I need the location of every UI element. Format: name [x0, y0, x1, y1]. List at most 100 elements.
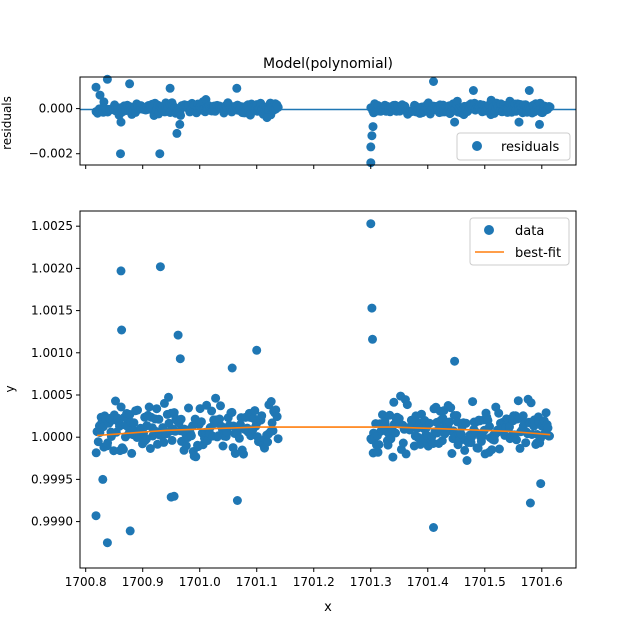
x-tick-label: 1701.0 — [179, 575, 221, 589]
data-point — [250, 406, 260, 416]
residual-point — [262, 113, 272, 123]
x-tick-label: 1701.1 — [236, 575, 278, 589]
data-point — [494, 444, 504, 454]
y-tick-label: 1.0005 — [31, 388, 73, 402]
data-point — [398, 438, 408, 448]
legend-label-residuals: residuals — [501, 140, 560, 155]
residual-point — [545, 102, 555, 112]
residuals-axes-frame — [79, 76, 577, 166]
data-point — [227, 407, 237, 417]
data-point — [429, 523, 438, 532]
y-tick-label: 0.000 — [39, 102, 73, 116]
data-point — [184, 403, 193, 413]
data-point — [367, 303, 377, 313]
data-point — [494, 408, 504, 418]
data-point — [485, 422, 494, 431]
data-point — [91, 448, 101, 458]
legend-marker-residuals — [472, 141, 482, 151]
legend-marker-data — [484, 225, 494, 235]
x-axis-label: x — [324, 600, 332, 615]
data-point — [93, 437, 103, 447]
x-tick-label: 1700.8 — [65, 575, 107, 589]
data-point — [543, 423, 553, 433]
residual-point — [514, 117, 524, 127]
legend-label-data: data — [515, 224, 544, 239]
data-point — [257, 411, 267, 421]
data-point — [216, 401, 225, 411]
data-point — [462, 456, 472, 465]
residual-point — [452, 96, 462, 106]
data-point — [389, 397, 399, 407]
residuals-points — [91, 74, 555, 168]
data-point — [473, 443, 483, 453]
data-point — [116, 402, 126, 412]
residual-point — [116, 117, 126, 127]
data-point — [191, 452, 201, 462]
data-point — [98, 474, 108, 484]
residuals-panel: Model(polynomial) residuals 0.000−0.002 … — [0, 56, 577, 169]
y-tick-label: 0.9995 — [31, 472, 73, 486]
y-tick-label: 1.0020 — [31, 261, 73, 275]
data-point — [169, 491, 179, 501]
data-point — [167, 435, 177, 445]
data-point — [175, 354, 185, 364]
x-tick-label: 1701.2 — [293, 575, 335, 589]
data-legend: data best-fit — [469, 217, 570, 266]
x-ticks: 1700.8 1700.9 1701.0 1701.1 1701.2 1701.3 1701… — [65, 568, 563, 589]
data-point — [176, 414, 186, 424]
data-point — [460, 445, 470, 455]
residual-point — [172, 128, 182, 138]
data-point — [207, 406, 217, 416]
data-point — [271, 405, 281, 415]
data-point — [118, 445, 128, 454]
residuals-legend: residuals — [456, 132, 571, 161]
residual-point — [366, 142, 376, 152]
data-point — [218, 441, 228, 451]
residual-point — [232, 83, 242, 93]
x-tick-label: 1701.3 — [350, 575, 392, 589]
residual-point — [368, 122, 378, 132]
residual-point — [102, 74, 112, 84]
residual-point — [450, 117, 460, 127]
data-point — [272, 412, 282, 422]
data-point — [125, 526, 135, 536]
data-point — [525, 498, 535, 508]
data-point — [401, 449, 411, 459]
y-tick-label: 1.0025 — [31, 219, 73, 233]
y-tick-label: 1.0015 — [31, 304, 73, 318]
data-point — [111, 396, 120, 406]
data-point — [239, 449, 248, 459]
data-panel: y x 0.9990 0.9995 1.0000 1.0005 1.0010 1.0015… — [3, 210, 577, 615]
data-point — [545, 431, 554, 441]
data-point — [234, 433, 244, 443]
data-point — [526, 398, 536, 408]
residual-point — [468, 86, 478, 95]
data-points — [91, 219, 554, 548]
data-point — [273, 434, 283, 444]
residual-point — [367, 131, 377, 141]
residual-point — [175, 119, 185, 129]
data-point — [521, 438, 531, 448]
x-tick-label: 1700.9 — [122, 575, 164, 589]
y-tick-label: −0.002 — [29, 147, 73, 161]
data-point — [211, 393, 221, 403]
data-point — [115, 421, 124, 431]
data-point — [116, 266, 126, 276]
data-point — [181, 441, 191, 451]
axes-frame — [79, 210, 577, 569]
data-point — [374, 440, 384, 450]
data-point — [173, 330, 183, 340]
residuals-y-ticks: 0.000 −0.002 — [29, 102, 80, 161]
data-point — [373, 447, 383, 457]
data-point — [378, 410, 387, 420]
residuals-y-axis-label: residuals — [0, 96, 14, 150]
data-point — [536, 479, 546, 489]
data-point — [461, 418, 471, 428]
data-point — [164, 392, 173, 402]
data-point — [144, 402, 154, 412]
y-tick-label: 1.0000 — [31, 430, 73, 444]
residual-point — [165, 83, 175, 93]
data-point — [402, 400, 412, 410]
residuals-x-ticks — [85, 165, 543, 169]
